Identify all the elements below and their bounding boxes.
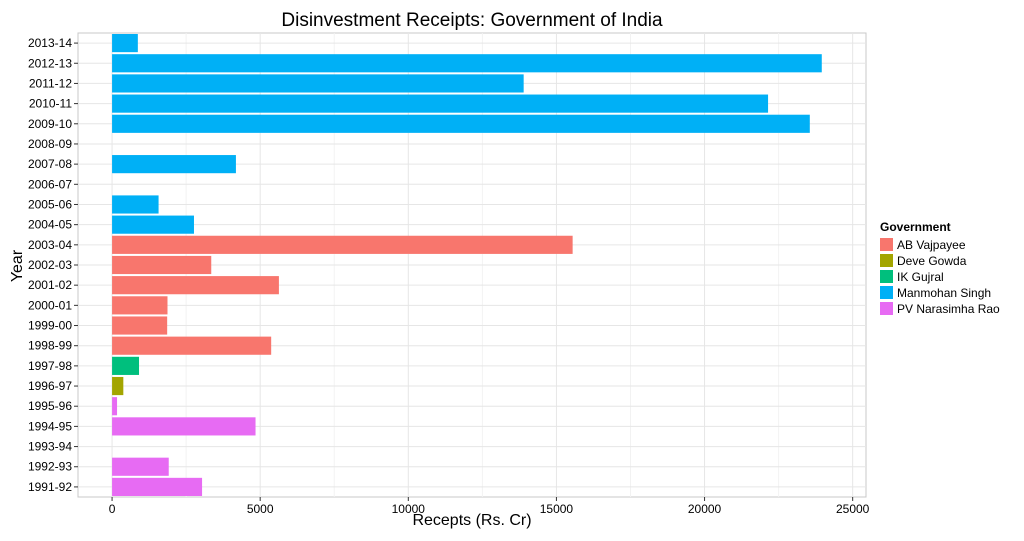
y-tick-label: 1992-93: [28, 460, 72, 474]
y-tick-label: 2005-06: [28, 197, 72, 211]
bar-2000-01: [112, 296, 168, 315]
bar-1997-98: [112, 356, 140, 375]
legend-swatch: [880, 270, 893, 283]
bar-2004-05: [112, 215, 194, 234]
legend-item: IK Gujral: [880, 269, 1000, 284]
x-tick-label: 15000: [540, 502, 574, 516]
bar-1991-92: [112, 477, 203, 496]
y-tick-label: 2009-10: [28, 117, 72, 131]
y-tick-label: 2001-02: [28, 278, 72, 292]
bar-1998-99: [112, 336, 272, 355]
bar-2009-10: [112, 114, 810, 133]
y-tick-label: 2010-11: [29, 97, 72, 111]
y-tick-label: 2004-05: [28, 218, 72, 232]
y-tick-label: 1996-97: [28, 379, 72, 393]
y-tick-label: 2002-03: [28, 258, 72, 272]
y-tick-label: 2007-08: [28, 157, 72, 171]
y-tick-label: 1995-96: [28, 399, 72, 413]
y-tick-label: 1991-92: [28, 480, 72, 494]
y-tick-label: 1999-00: [28, 319, 72, 333]
bar-2011-12: [112, 74, 524, 93]
y-tick-label: 1997-98: [28, 359, 72, 373]
y-tick-label: 2006-07: [28, 177, 72, 191]
legend-item: PV Narasimha Rao: [880, 301, 1000, 316]
legend-item: AB Vajpayee: [880, 237, 1000, 252]
x-tick-label: 10000: [392, 502, 426, 516]
bar-2001-02: [112, 276, 279, 295]
legend-label: AB Vajpayee: [897, 237, 966, 252]
bar-1999-00: [112, 316, 168, 335]
y-tick-label: 2003-04: [28, 238, 72, 252]
y-tick-label: 1994-95: [28, 419, 72, 433]
bar-1992-93: [112, 457, 169, 476]
bar-1994-95: [112, 417, 256, 436]
chart-title: Disinvestment Receipts: Government of In…: [281, 10, 663, 31]
legend-swatch: [880, 238, 893, 251]
y-tick-label: 1993-94: [28, 440, 72, 454]
legend-label: Deve Gowda: [897, 253, 967, 268]
y-tick-label: 2008-09: [28, 137, 72, 151]
bar-2013-14: [112, 34, 138, 53]
bar-2007-08: [112, 155, 236, 174]
legend-swatch: [880, 286, 893, 299]
y-tick-label: 2000-01: [28, 298, 72, 312]
legend: Government AB Vajpayee Deve Gowda IK Gujra…: [880, 220, 1000, 317]
y-tick-label: 2012-13: [28, 56, 72, 70]
legend-label: Manmohan Singh: [897, 285, 992, 300]
legend-swatch: [880, 254, 893, 267]
legend-title: Government: [880, 220, 951, 234]
bar-2012-13: [112, 54, 822, 73]
bar-2002-03: [112, 255, 212, 275]
x-axis-label: Recepts (Rs. Cr): [412, 512, 532, 529]
x-tick-label: 20000: [688, 502, 722, 516]
legend-label: PV Narasimha Rao: [897, 301, 1000, 316]
x-tick-label: 25000: [836, 502, 870, 516]
y-axis-label: Year: [9, 249, 27, 283]
bar-2005-06: [112, 195, 159, 214]
x-tick-label: 0: [109, 502, 116, 516]
y-tick-label: 1998-99: [28, 339, 72, 353]
legend-item: Deve Gowda: [880, 253, 1000, 268]
legend-item: Manmohan Singh: [880, 285, 1000, 300]
x-tick-label: 5000: [247, 502, 274, 516]
y-tick-label: 2013-14: [28, 36, 72, 50]
legend-swatch: [880, 302, 893, 315]
bar-2003-04: [112, 235, 573, 254]
bar-2010-11: [112, 94, 769, 113]
bar-1996-97: [112, 376, 124, 396]
y-tick-label: 2011-12: [29, 76, 72, 90]
bar-1995-96: [112, 397, 118, 416]
legend-items: AB Vajpayee Deve Gowda IK Gujral Manmohan S…: [880, 237, 1000, 316]
legend-label: IK Gujral: [897, 269, 944, 284]
